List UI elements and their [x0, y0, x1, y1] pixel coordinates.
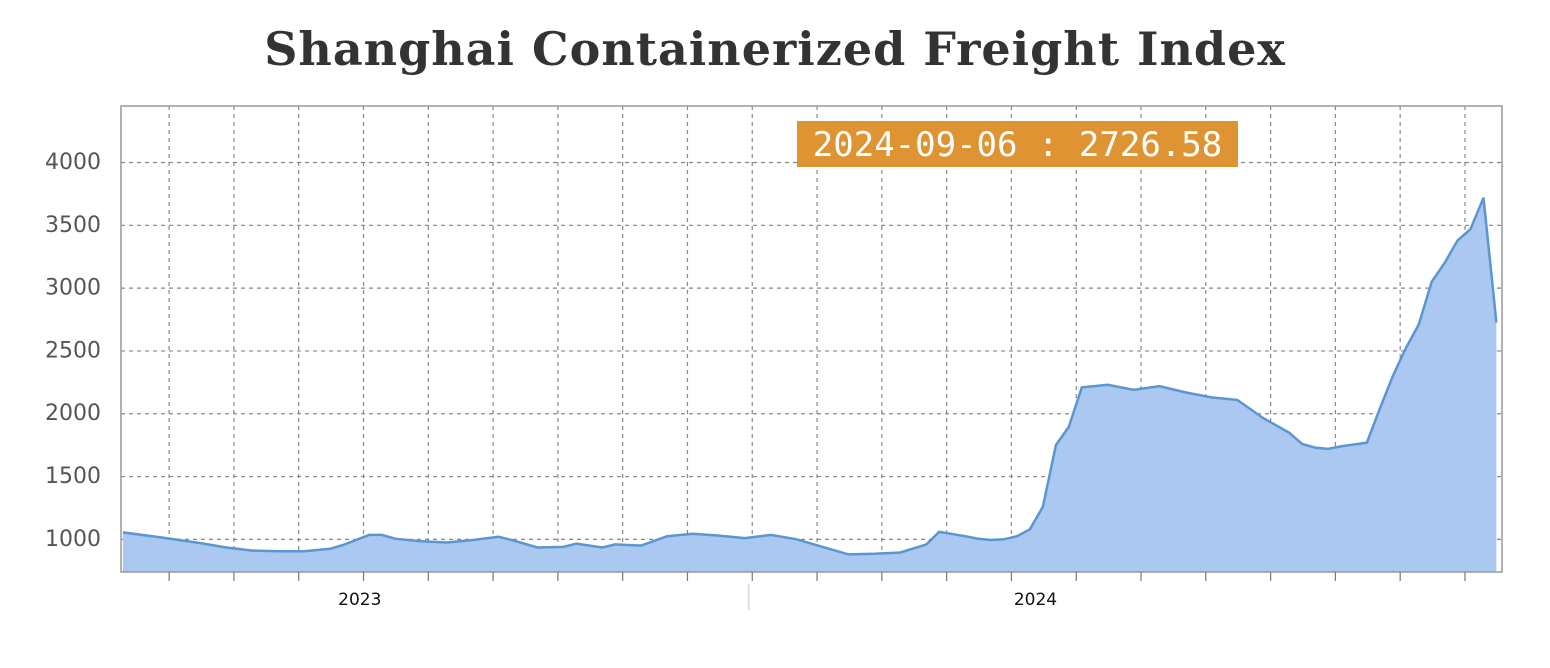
x-tick-label: 2023	[338, 590, 381, 610]
series-line	[122, 197, 1498, 556]
y-tick-label: 4000	[45, 150, 101, 175]
y-tick-label: 3500	[45, 213, 101, 238]
tooltip-text: 2024-09-06 : 2726.58	[813, 125, 1222, 165]
tooltip-box	[797, 121, 1238, 167]
y-tick-label: 1000	[45, 527, 101, 552]
chart-title: Shanghai Containerized Freight Index	[264, 22, 1286, 76]
x-tick-label: 2024	[1014, 590, 1057, 610]
tooltip: 2024-09-06 : 2726.58	[797, 121, 1238, 167]
y-tick-label: 3000	[45, 276, 101, 301]
plot-frame	[120, 105, 1503, 573]
y-tick-label: 1500	[45, 464, 101, 489]
y-tick-label: 2000	[45, 401, 101, 426]
axis-layer: 1000 1500 2000 2500 3000 3500 4000 2023 2024	[45, 150, 1466, 610]
series-area	[122, 197, 1497, 572]
y-tick-label: 2500	[45, 338, 101, 363]
